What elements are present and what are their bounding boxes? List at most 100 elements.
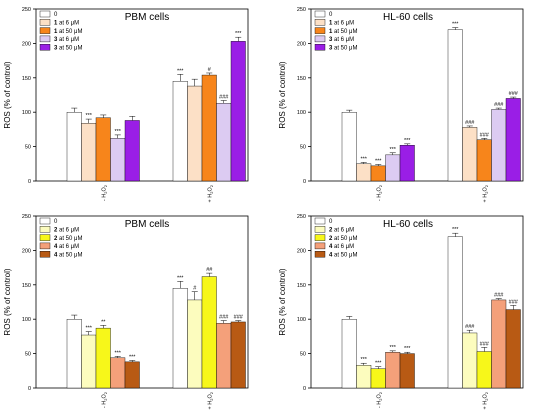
- significance-label: ###: [465, 120, 475, 126]
- legend-label: 1 at 50 μM: [54, 29, 82, 35]
- bar: [216, 103, 232, 182]
- y-tick-label: 150: [22, 76, 31, 82]
- significance-label: **: [101, 319, 106, 325]
- significance-label: ***: [86, 113, 93, 119]
- significance-label: ###: [509, 299, 519, 305]
- bar: [201, 276, 217, 389]
- y-tick-label: 0: [28, 386, 31, 392]
- legend-swatch: [314, 242, 326, 250]
- significance-label: ***: [452, 227, 459, 233]
- legend-swatch: [314, 226, 326, 233]
- bar: [110, 357, 126, 389]
- significance-label: ***: [404, 346, 411, 352]
- legend-label: 3 at 50 μM: [329, 45, 357, 51]
- plot-frame: [310, 215, 524, 389]
- y-tick-label: 100: [297, 317, 306, 323]
- legend-label: 2 at 50 μM: [54, 236, 82, 242]
- chart-panel-2: 0 50 100 150 200 250 ROS (% of control) HL-60 c…: [278, 7, 524, 202]
- bar: [505, 309, 521, 389]
- significance-label: ###: [494, 293, 504, 299]
- legend-label: 0: [329, 12, 333, 18]
- category-label: - H2O2: [101, 184, 108, 201]
- legend-label: 0: [329, 219, 333, 225]
- significance-label: ***: [375, 158, 382, 164]
- significance-label: ##: [206, 267, 213, 273]
- significance-label: ***: [115, 129, 122, 135]
- legend-swatch: [39, 44, 51, 51]
- legend: 0 1 at 6 μM 1 at 50 μM 3 at 6 μM 3 at 50 μM: [39, 10, 82, 51]
- significance-label: ***: [235, 31, 242, 37]
- significance-label: ***: [390, 147, 397, 153]
- y-tick-label: 250: [22, 214, 31, 220]
- y-tick-label: 150: [297, 76, 306, 82]
- legend-label: 0: [54, 219, 58, 225]
- bar: [370, 368, 386, 389]
- significance-label: ***: [86, 326, 93, 332]
- legend-label: 1 at 50 μM: [329, 29, 357, 35]
- y-tick-label: 150: [297, 283, 306, 289]
- y-tick-label: 200: [297, 248, 306, 254]
- legend-swatch: [314, 19, 326, 26]
- significance-label: #: [193, 286, 197, 292]
- plot-frame: [35, 215, 249, 389]
- y-tick-label: 0: [303, 179, 306, 185]
- plot-frame: [310, 8, 524, 182]
- significance-label: ###: [480, 341, 490, 347]
- bar: [230, 41, 246, 182]
- legend-swatch: [314, 10, 326, 18]
- category-label: - H2O2: [376, 391, 383, 408]
- legend-label: 3 at 6 μM: [54, 37, 79, 43]
- significance-label: ###: [465, 324, 475, 330]
- y-tick-label: 50: [300, 145, 306, 151]
- legend-swatch: [39, 27, 51, 34]
- category-label: + H2O2: [207, 391, 214, 409]
- significance-label: ***: [404, 138, 411, 144]
- legend-label: 3 at 50 μM: [54, 45, 82, 51]
- bar: [230, 321, 246, 389]
- significance-label: ***: [452, 22, 459, 28]
- legend-swatch: [314, 35, 326, 43]
- bar: [81, 123, 97, 182]
- bar: [462, 332, 478, 389]
- bar: [172, 288, 188, 389]
- bar: [491, 299, 507, 389]
- legend-swatch: [39, 35, 51, 43]
- legend-swatch: [39, 234, 51, 241]
- bar: [356, 163, 372, 182]
- bar: [66, 318, 82, 389]
- legend-swatch: [39, 226, 51, 233]
- significance-label: ***: [361, 357, 368, 363]
- y-tick-label: 100: [297, 110, 306, 116]
- legend-label: 3 at 6 μM: [329, 37, 354, 43]
- category-label: + H2O2: [482, 184, 489, 202]
- significance-label: ***: [177, 275, 184, 281]
- chart-panel-3: 0 50 100 150 200 250 ROS (% of control) PBM cel…: [3, 214, 249, 409]
- significance-label: ***: [177, 68, 184, 74]
- bar: [95, 117, 111, 182]
- legend-label: 2 at 6 μM: [329, 228, 354, 234]
- legend: 0 2 at 6 μM 2 at 50 μM 4 at 6 μM 4 at 50 μM: [314, 217, 357, 258]
- legend-swatch: [39, 10, 51, 18]
- panel-title: PBM cells: [125, 219, 169, 230]
- bar: [476, 139, 492, 182]
- category-label: - H2O2: [376, 184, 383, 201]
- y-axis-label: ROS (% of control): [3, 268, 12, 335]
- category-label: + H2O2: [482, 391, 489, 409]
- legend: 0 1 at 6 μM 1 at 50 μM 3 at 6 μM 3 at 50 μM: [314, 10, 357, 51]
- panel-title: PBM cells: [125, 12, 169, 23]
- legend-swatch: [39, 242, 51, 250]
- bar: [462, 127, 478, 182]
- legend-swatch: [39, 19, 51, 26]
- bar: [187, 299, 203, 389]
- bar: [124, 120, 140, 182]
- panel-title: HL-60 cells: [383, 12, 433, 23]
- bar: [172, 81, 188, 182]
- y-tick-label: 150: [22, 283, 31, 289]
- y-tick-label: 250: [22, 7, 31, 13]
- bar: [110, 138, 126, 182]
- bar: [447, 29, 463, 182]
- legend-swatch: [314, 234, 326, 241]
- y-tick-label: 200: [22, 248, 31, 254]
- y-tick-label: 0: [303, 386, 306, 392]
- y-axis-label: ROS (% of control): [278, 61, 287, 128]
